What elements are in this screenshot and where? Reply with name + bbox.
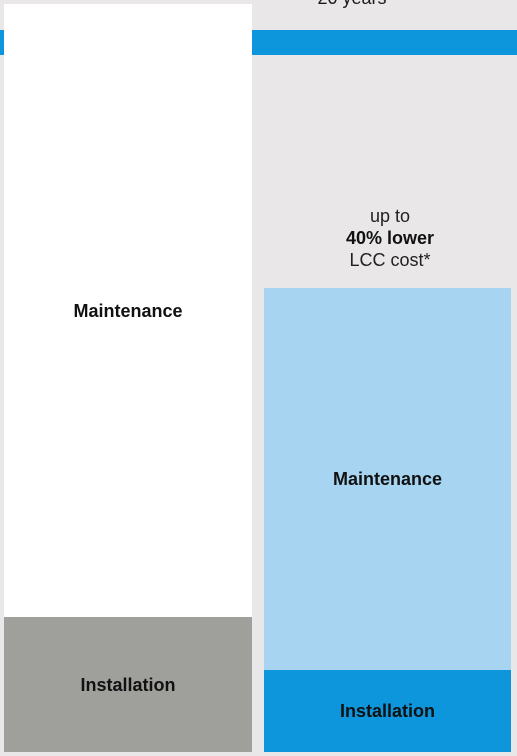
- conventional-maintenance-bar: Maintenance: [4, 4, 252, 618]
- lcc-savings-line-3: LCC cost*: [349, 250, 431, 270]
- lcc-savings-line-1: up to: [369, 206, 411, 226]
- lcc-savings-line-2: 40% lower: [345, 228, 435, 248]
- improved-maintenance-label: Maintenance: [332, 468, 443, 489]
- timeframe-label: 20 years: [252, 0, 452, 9]
- conventional-maintenance-label: Maintenance: [73, 300, 183, 321]
- improved-installation-bar: Installation: [264, 669, 511, 752]
- lcc-savings-note: up to 40% lower LCC cost*: [270, 205, 510, 271]
- improved-installation-label: Installation: [339, 700, 435, 721]
- conventional-installation-bar: Installation: [4, 617, 252, 752]
- conventional-installation-label: Installation: [80, 674, 176, 695]
- improved-maintenance-bar: Maintenance: [264, 288, 511, 670]
